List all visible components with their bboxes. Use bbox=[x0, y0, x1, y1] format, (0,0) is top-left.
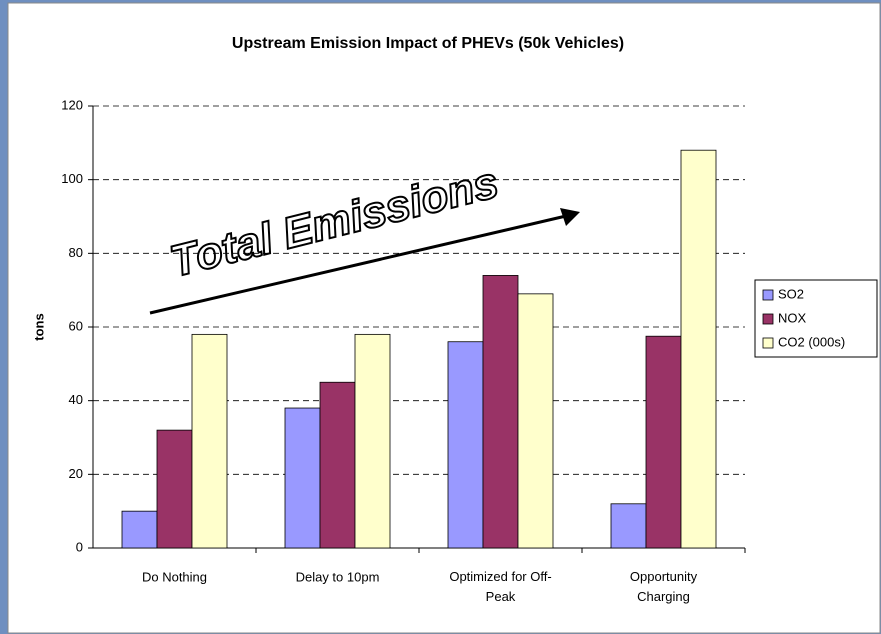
y-tick-label: 100 bbox=[61, 171, 83, 186]
chart-title: Upstream Emission Impact of PHEVs (50k V… bbox=[232, 35, 624, 52]
y-axis-label: tons bbox=[31, 313, 46, 340]
bar bbox=[447, 341, 484, 549]
legend-swatch bbox=[762, 337, 774, 349]
legend-swatch bbox=[762, 313, 774, 325]
x-tick-label: Delay to 10pm bbox=[296, 569, 380, 584]
x-tick-label: Optimized for Off- Peak bbox=[449, 569, 551, 604]
legend-swatch bbox=[762, 289, 774, 301]
y-tick-label: 0 bbox=[76, 539, 83, 554]
bar bbox=[645, 335, 682, 549]
legend-label: SO2 bbox=[778, 286, 804, 301]
bar bbox=[517, 293, 554, 549]
bar bbox=[121, 510, 158, 549]
y-tick-label: 20 bbox=[69, 466, 83, 481]
bar bbox=[482, 275, 519, 549]
x-tick-label: Do Nothing bbox=[142, 569, 207, 584]
y-tick-label: 60 bbox=[69, 318, 83, 333]
x-tick-label-line: Optimized for Off- bbox=[449, 569, 551, 584]
x-tick-label-line: Charging bbox=[637, 589, 690, 604]
arrow-head bbox=[560, 208, 580, 226]
x-tick-label-line: Peak bbox=[486, 589, 516, 604]
bar bbox=[680, 149, 717, 549]
y-tick-label: 120 bbox=[61, 97, 83, 112]
bar bbox=[191, 333, 228, 549]
bar bbox=[610, 503, 647, 549]
y-tick-label: 40 bbox=[69, 392, 83, 407]
bar bbox=[354, 333, 391, 549]
bar bbox=[156, 429, 193, 549]
x-tick-label: Opportunity Charging bbox=[630, 569, 698, 604]
legend-label: CO2 (000s) bbox=[778, 334, 845, 349]
legend-box bbox=[754, 279, 878, 358]
y-tick-label: 80 bbox=[69, 245, 83, 260]
legend-label: NOX bbox=[778, 310, 807, 325]
bar bbox=[284, 407, 321, 549]
trend-arrow bbox=[149, 214, 567, 315]
x-tick-label-line: Opportunity bbox=[630, 569, 698, 584]
bar bbox=[319, 381, 356, 549]
